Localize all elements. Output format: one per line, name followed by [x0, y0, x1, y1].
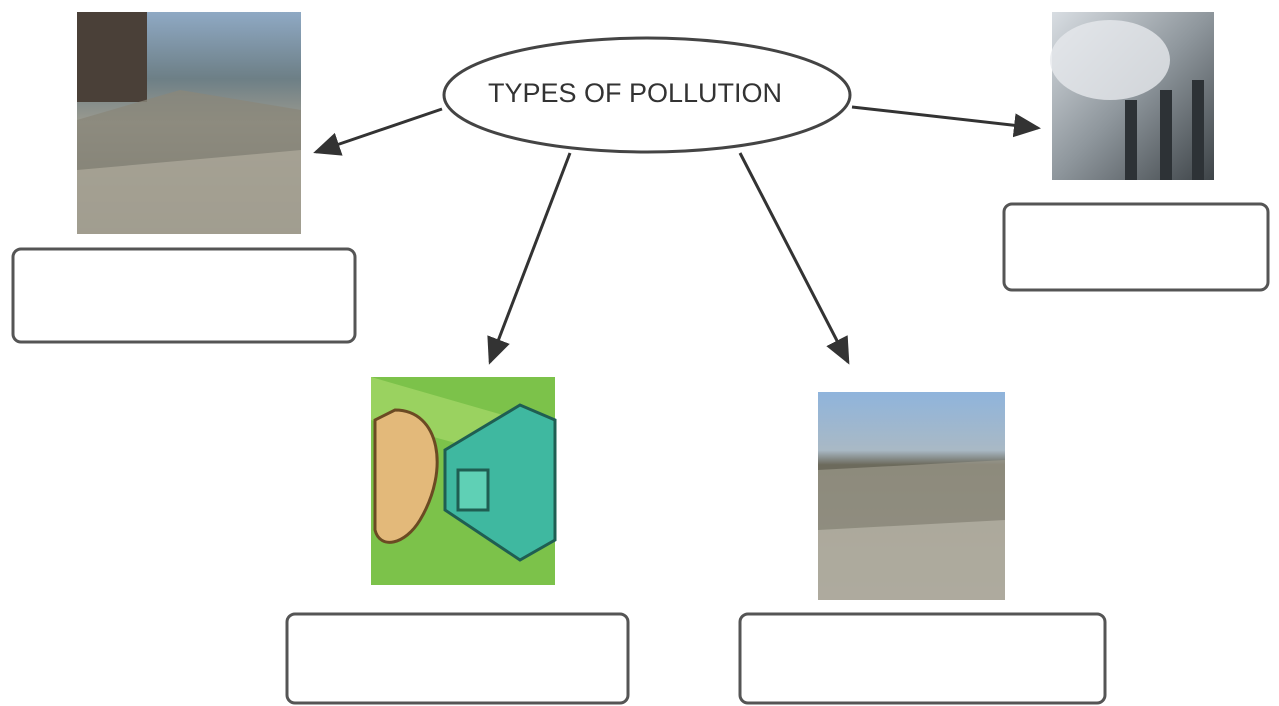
noise-pollution-image — [371, 377, 555, 585]
land-pollution-image — [818, 392, 1005, 600]
arrow — [852, 107, 1038, 128]
arrow — [490, 153, 570, 362]
answer-boxes — [13, 204, 1268, 703]
arrow — [740, 153, 848, 362]
answer-box — [1004, 204, 1268, 290]
arrow — [316, 109, 442, 152]
answer-box — [740, 614, 1105, 703]
title: TYPES OF POLLUTION — [488, 78, 782, 108]
diagram: TYPES OF POLLUTION — [0, 0, 1279, 706]
water-pollution-image — [77, 12, 301, 234]
page: TYPES OF POLLUTION — [0, 0, 1279, 706]
answer-box — [13, 249, 355, 342]
air-pollution-image — [1050, 12, 1214, 180]
answer-box — [287, 614, 628, 703]
